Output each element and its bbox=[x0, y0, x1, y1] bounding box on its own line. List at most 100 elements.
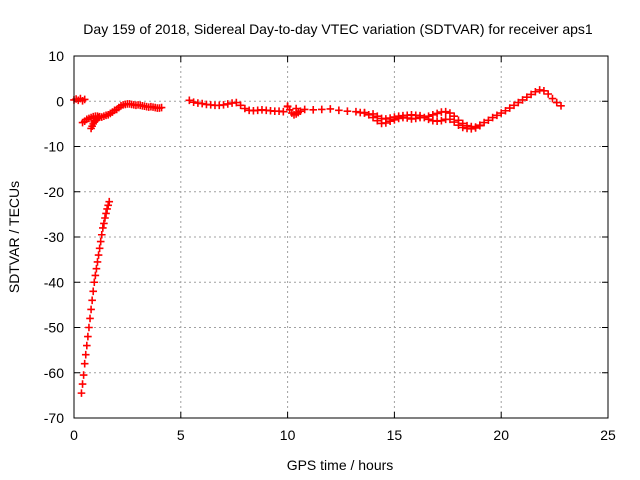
data-point bbox=[552, 98, 561, 107]
data-point bbox=[296, 107, 305, 116]
data-point bbox=[501, 106, 510, 115]
data-point bbox=[437, 116, 446, 125]
data-points bbox=[70, 86, 565, 397]
series-seg10 bbox=[420, 86, 565, 133]
data-point bbox=[84, 332, 92, 341]
data-point bbox=[236, 101, 245, 110]
y-tick-label: -40 bbox=[44, 274, 64, 290]
data-point bbox=[373, 116, 382, 125]
chart-title: Day 159 of 2018, Sidereal Day-to-day VTE… bbox=[83, 21, 593, 37]
data-point bbox=[390, 116, 399, 124]
x-tick-labels: 0 5 10 15 20 25 bbox=[70, 427, 616, 443]
data-point bbox=[369, 113, 377, 122]
data-point bbox=[518, 96, 527, 104]
data-point bbox=[83, 341, 91, 350]
y-tick-labels: 10 0 -10 -20 -30 -40 -50 -60 -70 bbox=[44, 48, 64, 426]
data-point bbox=[78, 380, 87, 388]
y-tick-label: -20 bbox=[44, 184, 64, 200]
data-point bbox=[92, 264, 101, 273]
data-point bbox=[90, 278, 99, 287]
data-point bbox=[429, 111, 437, 119]
data-point bbox=[309, 106, 318, 114]
data-point bbox=[557, 101, 565, 110]
data-point bbox=[317, 105, 326, 114]
data-point bbox=[411, 114, 420, 123]
data-point bbox=[394, 114, 403, 123]
data-point bbox=[450, 112, 459, 120]
x-axis-label: GPS time / hours bbox=[287, 457, 394, 473]
data-point bbox=[81, 350, 90, 359]
y-tick-label: -10 bbox=[44, 139, 64, 155]
data-point bbox=[548, 94, 557, 103]
data-point bbox=[424, 115, 433, 124]
data-point bbox=[476, 121, 484, 130]
data-point bbox=[488, 113, 497, 122]
data-point bbox=[364, 111, 373, 119]
y-tick-label: -50 bbox=[44, 320, 64, 336]
data-point bbox=[441, 107, 450, 116]
data-point bbox=[85, 323, 93, 332]
data-point bbox=[343, 107, 352, 116]
data-point bbox=[454, 121, 463, 130]
data-point bbox=[93, 258, 102, 266]
data-point bbox=[458, 123, 467, 132]
data-point bbox=[88, 296, 96, 305]
data-point bbox=[96, 237, 105, 246]
data-point bbox=[95, 244, 104, 253]
data-point bbox=[95, 113, 104, 121]
series-seg8 bbox=[356, 108, 424, 128]
data-point bbox=[87, 305, 95, 314]
data-point bbox=[101, 214, 109, 222]
data-point bbox=[535, 86, 544, 94]
data-point bbox=[99, 224, 107, 232]
data-point bbox=[94, 251, 103, 259]
data-point bbox=[493, 111, 501, 120]
data-point bbox=[185, 96, 194, 105]
data-point bbox=[446, 115, 454, 124]
data-point bbox=[80, 359, 89, 368]
data-point bbox=[103, 205, 111, 213]
data-point bbox=[97, 230, 106, 239]
data-point bbox=[540, 87, 548, 95]
data-point bbox=[446, 109, 454, 117]
series-seg4 bbox=[77, 197, 114, 397]
data-point bbox=[100, 219, 108, 228]
y-tick-label: 0 bbox=[56, 93, 64, 109]
data-point bbox=[157, 103, 166, 112]
series-seg2 bbox=[78, 100, 166, 127]
data-point bbox=[471, 124, 480, 132]
data-point bbox=[497, 109, 505, 117]
data-point bbox=[102, 209, 110, 218]
data-point bbox=[91, 271, 100, 280]
data-point bbox=[531, 87, 540, 96]
series-seg3 bbox=[87, 113, 104, 133]
data-point bbox=[510, 101, 518, 110]
series-seg5 bbox=[185, 96, 288, 116]
data-point bbox=[89, 287, 98, 296]
data-point bbox=[514, 98, 523, 107]
data-point bbox=[232, 98, 241, 107]
data-point bbox=[386, 117, 394, 125]
data-point bbox=[523, 93, 531, 101]
data-point bbox=[505, 104, 514, 112]
y-tick-label: -30 bbox=[44, 229, 64, 245]
data-point bbox=[420, 113, 429, 122]
data-point bbox=[219, 101, 228, 109]
data-point bbox=[403, 114, 412, 122]
data-point bbox=[223, 100, 232, 108]
data-point bbox=[326, 105, 335, 113]
data-point bbox=[484, 116, 493, 125]
data-point bbox=[300, 105, 309, 114]
x-tick-label: 5 bbox=[177, 427, 185, 443]
data-point bbox=[335, 106, 343, 115]
x-tick-label: 10 bbox=[280, 427, 296, 443]
data-point bbox=[80, 95, 89, 104]
x-tick-label: 20 bbox=[493, 427, 509, 443]
data-point bbox=[382, 119, 390, 127]
data-point bbox=[292, 104, 300, 113]
y-tick-label: -60 bbox=[44, 365, 64, 381]
x-tick-label: 25 bbox=[600, 427, 616, 443]
data-point bbox=[189, 98, 198, 106]
plot-frame bbox=[73, 55, 609, 419]
